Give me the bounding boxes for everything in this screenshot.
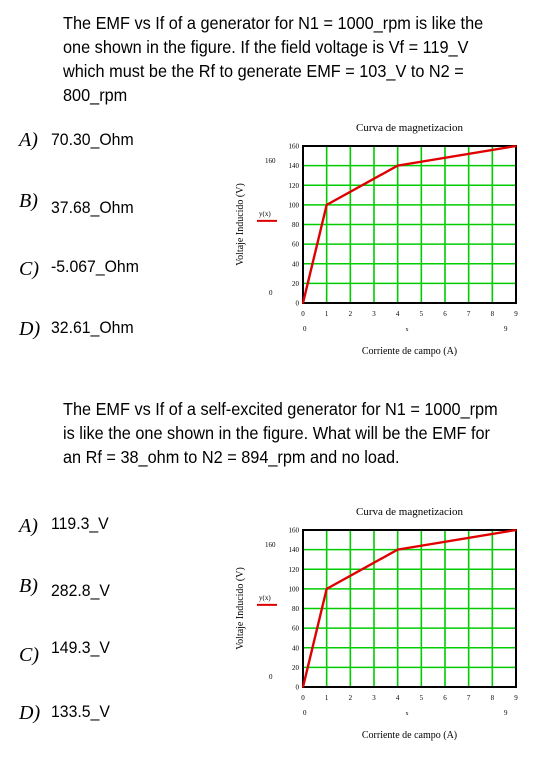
y-zero-marker-label: 0 <box>269 289 273 297</box>
question-2-text: The EMF vs If of a self-excited generato… <box>63 399 498 467</box>
q1-option-d-value[interactable]: 32.61_Ohm <box>51 318 134 337</box>
curve-line <box>301 144 517 304</box>
x-tick-label: 3 <box>372 694 376 702</box>
x-left-marker-label: 0 <box>303 709 307 717</box>
y-top-marker-label: 160 <box>265 157 276 165</box>
q2-option-c-letter: C) <box>19 644 39 666</box>
x-tick-label: 9 <box>514 694 518 702</box>
x-mid-marker-label: x <box>406 711 409 717</box>
q2-option-b-value[interactable]: 282.8_V <box>51 581 110 600</box>
y-tick-label: 20 <box>292 664 300 672</box>
plot-frame <box>302 145 517 304</box>
y-tick-label: 80 <box>292 605 300 613</box>
q2-option-b-letter: B) <box>19 575 38 597</box>
q1-option-c-value[interactable]: -5.067_Ohm <box>51 257 139 276</box>
x-right-marker-label: 9 <box>504 325 508 333</box>
y-tick-label: 80 <box>292 221 300 229</box>
curve-point <box>325 588 328 590</box>
y-tick-label: 160 <box>289 143 300 151</box>
x-tick-label: 4 <box>396 310 400 318</box>
q1-option-b-letter: B) <box>19 190 38 212</box>
q2-option-c-value[interactable]: 149.3_V <box>51 638 110 657</box>
x-tick-label: 5 <box>420 310 424 318</box>
y-mid-marker-label: y(x) <box>259 594 271 602</box>
q1-option-a-letter: A) <box>19 129 38 151</box>
x-mid-marker-label: x <box>406 327 409 333</box>
x-tick-label: 8 <box>491 694 495 702</box>
y-tick-label: 100 <box>289 201 300 209</box>
question-1-text: The EMF vs If of a generator for N1 = 10… <box>63 13 484 105</box>
q1-option-b-value[interactable]: 37.68_Ohm <box>51 198 134 217</box>
chart-title: Curva de magnetizacion <box>356 506 463 518</box>
x-tick-label: 0 <box>301 310 305 318</box>
x-tick-label: 1 <box>325 310 329 318</box>
y-tick-label: 40 <box>292 260 300 268</box>
q2-option-a-letter: A) <box>19 515 38 537</box>
q1-option-a-value[interactable]: 70.30_Ohm <box>51 130 134 149</box>
y-tick-label: 140 <box>289 546 300 554</box>
x-tick-label: 6 <box>443 694 447 702</box>
y-tick-label: 120 <box>289 566 300 574</box>
curve-line <box>301 528 517 688</box>
x-left-marker-label: 0 <box>303 325 307 333</box>
x-tick-label: 6 <box>443 310 447 318</box>
y-axis-label: Voltaje Inducido (V) <box>235 183 246 266</box>
x-tick-label: 3 <box>372 310 376 318</box>
y-tick-label: 140 <box>289 162 300 170</box>
curve-point <box>302 302 304 304</box>
y-tick-label: 100 <box>289 585 300 593</box>
y-tick-label: 20 <box>292 280 300 288</box>
x-tick-label: 2 <box>349 310 353 318</box>
curve-point <box>325 204 328 206</box>
x-axis-label: Corriente de campo (A) <box>362 730 457 741</box>
plot-frame <box>302 529 517 688</box>
y-tick-label: 40 <box>292 644 300 652</box>
x-tick-label: 1 <box>325 694 329 702</box>
x-right-marker-label: 9 <box>504 709 508 717</box>
magnetization-chart-1: Curva de magnetizacion 0 1 2 3 4 5 6 7 8 9 0 20 40 60 8… <box>235 122 518 357</box>
x-tick-label: 8 <box>491 310 495 318</box>
curve-point <box>396 164 399 167</box>
x-tick-label: 0 <box>301 694 305 702</box>
q2-option-d-letter: D) <box>19 702 41 724</box>
x-tick-label: 5 <box>420 694 424 702</box>
y-tick-label: 0 <box>296 684 300 692</box>
x-tick-label: 2 <box>349 694 353 702</box>
y-tick-label: 160 <box>289 527 300 535</box>
curve-point <box>302 686 304 688</box>
curve-point <box>515 145 517 147</box>
q1-option-d-letter: D) <box>19 318 41 340</box>
y-axis-label: Voltaje Inducido (V) <box>235 567 246 650</box>
x-tick-label: 7 <box>467 310 471 318</box>
y-mid-marker-label: y(x) <box>259 210 271 218</box>
magnetization-chart-2: Curva de magnetizacion 0 1 2 3 4 5 6 7 8 9 0 20 40 60 8… <box>235 506 518 741</box>
chart-title: Curva de magnetizacion <box>356 122 463 134</box>
x-tick-label: 4 <box>396 694 400 702</box>
y-tick-label: 60 <box>292 241 300 249</box>
y-zero-marker-label: 0 <box>269 673 273 681</box>
x-tick-label: 9 <box>514 310 518 318</box>
x-tick-label: 7 <box>467 694 471 702</box>
y-tick-label: 60 <box>292 625 300 633</box>
y-top-marker-label: 160 <box>265 541 276 549</box>
curve-point <box>396 548 399 551</box>
y-tick-label: 120 <box>289 182 300 190</box>
x-axis-label: Corriente de campo (A) <box>362 346 457 357</box>
q2-option-d-value[interactable]: 133.5_V <box>51 702 110 721</box>
q1-option-c-letter: C) <box>19 258 39 280</box>
y-tick-label: 0 <box>296 300 300 308</box>
curve-point <box>515 529 517 531</box>
q2-option-a-value[interactable]: 119.3_V <box>51 514 109 533</box>
